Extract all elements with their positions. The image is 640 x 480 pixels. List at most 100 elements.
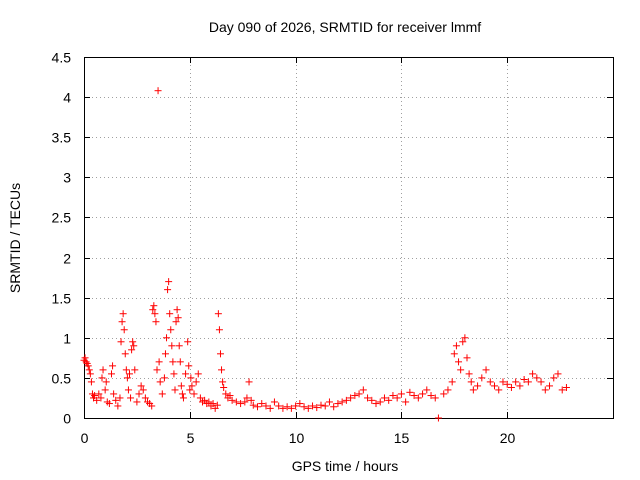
data-point	[355, 390, 363, 398]
data-point	[330, 403, 338, 411]
data-point	[105, 400, 113, 408]
data-point	[109, 362, 117, 370]
data-point	[182, 370, 190, 378]
data-point	[414, 394, 422, 402]
data-point	[334, 400, 342, 408]
data-point	[495, 386, 503, 394]
data-point	[226, 392, 234, 400]
data-point	[499, 378, 507, 386]
x-axis-label: GPS time / hours	[292, 458, 399, 474]
data-point	[296, 400, 304, 408]
data-point	[178, 390, 186, 398]
data-point	[154, 87, 162, 95]
data-point	[161, 350, 169, 358]
data-point	[163, 334, 171, 342]
data-point	[112, 396, 120, 404]
data-point	[287, 404, 295, 412]
data-point	[84, 362, 92, 370]
data-point	[537, 378, 545, 386]
data-point	[450, 350, 458, 358]
y-axis-label: SRMTID / TECUs	[7, 183, 23, 293]
data-point	[368, 396, 376, 404]
data-point	[562, 384, 570, 392]
data-point	[516, 382, 524, 390]
data-point	[275, 402, 283, 410]
data-point	[158, 390, 166, 398]
data-point	[262, 402, 270, 410]
data-point	[222, 390, 230, 398]
data-point	[205, 398, 213, 406]
x-tick-label: 20	[500, 430, 516, 446]
data-point	[82, 358, 90, 366]
data-point	[389, 392, 397, 400]
data-point	[85, 366, 93, 374]
data-point	[457, 366, 465, 374]
data-point	[455, 358, 463, 366]
chart-title: Day 090 of 2026, SRMTID for receiver lmm…	[209, 19, 481, 35]
data-point	[153, 366, 161, 374]
data-point	[165, 278, 173, 286]
data-point	[423, 386, 431, 394]
data-point	[91, 392, 99, 400]
data-point	[130, 342, 138, 350]
x-tick-label: 15	[394, 430, 410, 446]
data-point	[176, 358, 184, 366]
data-point	[120, 326, 128, 334]
data-point	[141, 394, 149, 402]
data-point	[160, 374, 168, 382]
data-point	[279, 404, 287, 412]
data-point	[187, 374, 195, 382]
y-tick-label: 4	[63, 90, 71, 106]
data-point	[482, 366, 490, 374]
data-point	[155, 358, 163, 366]
data-point	[448, 378, 456, 386]
data-point	[524, 378, 532, 386]
data-point	[558, 386, 566, 394]
data-point	[102, 378, 110, 386]
data-point	[237, 400, 245, 408]
data-point	[410, 392, 418, 400]
data-point	[241, 398, 249, 406]
x-tick-label: 0	[81, 430, 89, 446]
data-point	[347, 394, 355, 402]
data-point	[86, 370, 94, 378]
data-point	[166, 310, 174, 318]
data-point	[533, 374, 541, 382]
data-point	[169, 358, 177, 366]
data-point	[125, 370, 133, 378]
data-point	[469, 386, 477, 394]
data-point	[427, 392, 435, 400]
data-point	[108, 370, 116, 378]
data-point	[393, 394, 401, 402]
data-point	[118, 318, 126, 326]
data-point	[402, 398, 410, 406]
data-point	[128, 346, 136, 354]
data-point	[507, 384, 515, 392]
data-point	[486, 378, 494, 386]
y-tick-label: 2	[63, 251, 71, 267]
data-point	[338, 398, 346, 406]
data-point	[550, 374, 558, 382]
data-point	[133, 398, 141, 406]
data-point	[440, 390, 448, 398]
data-point	[172, 318, 180, 326]
data-point	[98, 374, 106, 382]
data-point	[247, 396, 255, 404]
data-point	[151, 310, 159, 318]
data-point	[121, 350, 129, 358]
data-point	[152, 318, 160, 326]
data-point	[110, 390, 118, 398]
data-point	[135, 390, 143, 398]
data-point	[139, 386, 147, 394]
data-point	[124, 386, 132, 394]
data-point	[188, 382, 196, 390]
data-point	[452, 342, 460, 350]
x-tick-label: 5	[187, 430, 195, 446]
data-point	[177, 382, 185, 390]
data-point	[216, 350, 224, 358]
data-point	[351, 392, 359, 400]
data-point	[148, 402, 156, 410]
data-point	[168, 342, 176, 350]
data-point	[167, 326, 175, 334]
